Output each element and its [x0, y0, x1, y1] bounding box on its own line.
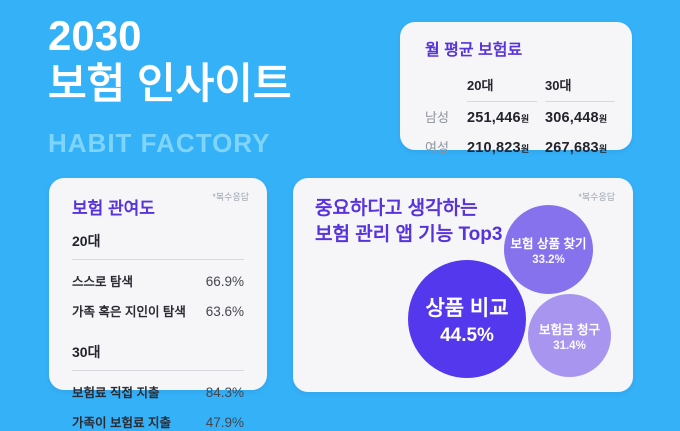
multiple-response-note: *복수응답 [578, 192, 615, 202]
value-male-20s: 251,446원 [467, 104, 545, 132]
bubble-compare-products: 상품 비교 44.5% [408, 260, 526, 378]
section-header-20s: 20대 [72, 231, 244, 260]
bubble-value: 31.4% [553, 340, 586, 352]
page-title-line2: 보험 인사이트 [48, 60, 292, 107]
value-female-20s: 210,823원 [467, 134, 545, 162]
bubble-value: 44.5% [440, 324, 494, 346]
data-row: 스스로 탐색 66.9% [72, 271, 244, 290]
row-label-female: 여성 [425, 140, 449, 155]
bubble-label: 보험 상품 찾기 [510, 237, 587, 251]
section-30s: 30대 보험료 직접 지출 84.3% 가족이 보험료 지출 47.9% [72, 342, 244, 431]
brand-logo: HABIT FACTORY [48, 128, 271, 158]
value-female-30s: 267,683원 [545, 134, 623, 162]
amount: 267,683 [545, 140, 599, 156]
top3-card: *복수응답 중요하다고 생각하는 보험 관리 앱 기능 Top3 보험 상품 찾… [293, 178, 633, 392]
page-title-line1: 2030 [48, 12, 142, 59]
data-row: 보험료 직접 지출 84.3% [72, 382, 244, 401]
amount: 210,823 [467, 140, 521, 156]
row-value: 84.3% [205, 385, 244, 400]
premium-card: 월 평균 보험료 20대 30대 남성 251,446원 306,448원 여성… [400, 22, 632, 156]
row-label: 보험료 직접 지출 [72, 386, 160, 400]
row-label-male: 남성 [425, 110, 449, 125]
row-value: 63.6% [205, 304, 244, 319]
amount: 251,446 [467, 110, 521, 126]
unit-label: 원 [520, 144, 530, 154]
row-value: 66.9% [205, 274, 244, 289]
bubble-find-product: 보험 상품 찾기 33.2% [504, 205, 593, 294]
row-label: 가족 혹은 지인이 탐색 [72, 305, 186, 319]
table-corner-cell [425, 80, 467, 90]
value-male-30s: 306,448원 [545, 104, 623, 132]
top3-title-line2: 보험 관리 앱 기능 Top3 [315, 224, 503, 245]
section-20s: 20대 스스로 탐색 66.9% 가족 혹은 지인이 탐색 63.6% [72, 231, 244, 320]
infographic-canvas: 2030 보험 인사이트 HABIT FACTORY 월 평균 보험료 20대 … [48, 12, 633, 430]
column-header-30s: 30대 [545, 70, 615, 102]
premium-table: 20대 30대 남성 251,446원 306,448원 여성 210,823원… [425, 70, 632, 162]
multiple-response-note: *복수응답 [212, 192, 249, 202]
bubble-label: 보험금 청구 [539, 323, 600, 337]
top3-card-title: 중요하다고 생각하는 보험 관리 앱 기능 Top3 [315, 196, 633, 248]
row-label: 가족이 보험료 지출 [72, 416, 171, 430]
involvement-card-title: 보험 관여도 [72, 199, 155, 218]
top3-title-line1: 중요하다고 생각하는 [315, 198, 478, 219]
bubble-claim: 보험금 청구 31.4% [528, 294, 611, 377]
bubble-label: 상품 비교 [425, 296, 509, 320]
unit-label: 원 [520, 114, 530, 124]
premium-card-title: 월 평균 보험료 [425, 42, 523, 59]
section-header-30s: 30대 [72, 342, 244, 371]
data-row: 가족이 보험료 지출 47.9% [72, 412, 244, 431]
bubble-value: 33.2% [532, 254, 565, 266]
column-header-20s: 20대 [467, 70, 537, 102]
unit-label: 원 [598, 114, 608, 124]
row-value: 47.9% [205, 415, 244, 430]
row-label: 스스로 탐색 [72, 275, 133, 289]
data-row: 가족 혹은 지인이 탐색 63.6% [72, 301, 244, 320]
involvement-card: *복수응답 보험 관여도 20대 스스로 탐색 66.9% 가족 혹은 지인이 … [49, 178, 267, 430]
amount: 306,448 [545, 110, 599, 126]
page-title: 2030 보험 인사이트 [48, 12, 292, 108]
unit-label: 원 [598, 144, 608, 154]
